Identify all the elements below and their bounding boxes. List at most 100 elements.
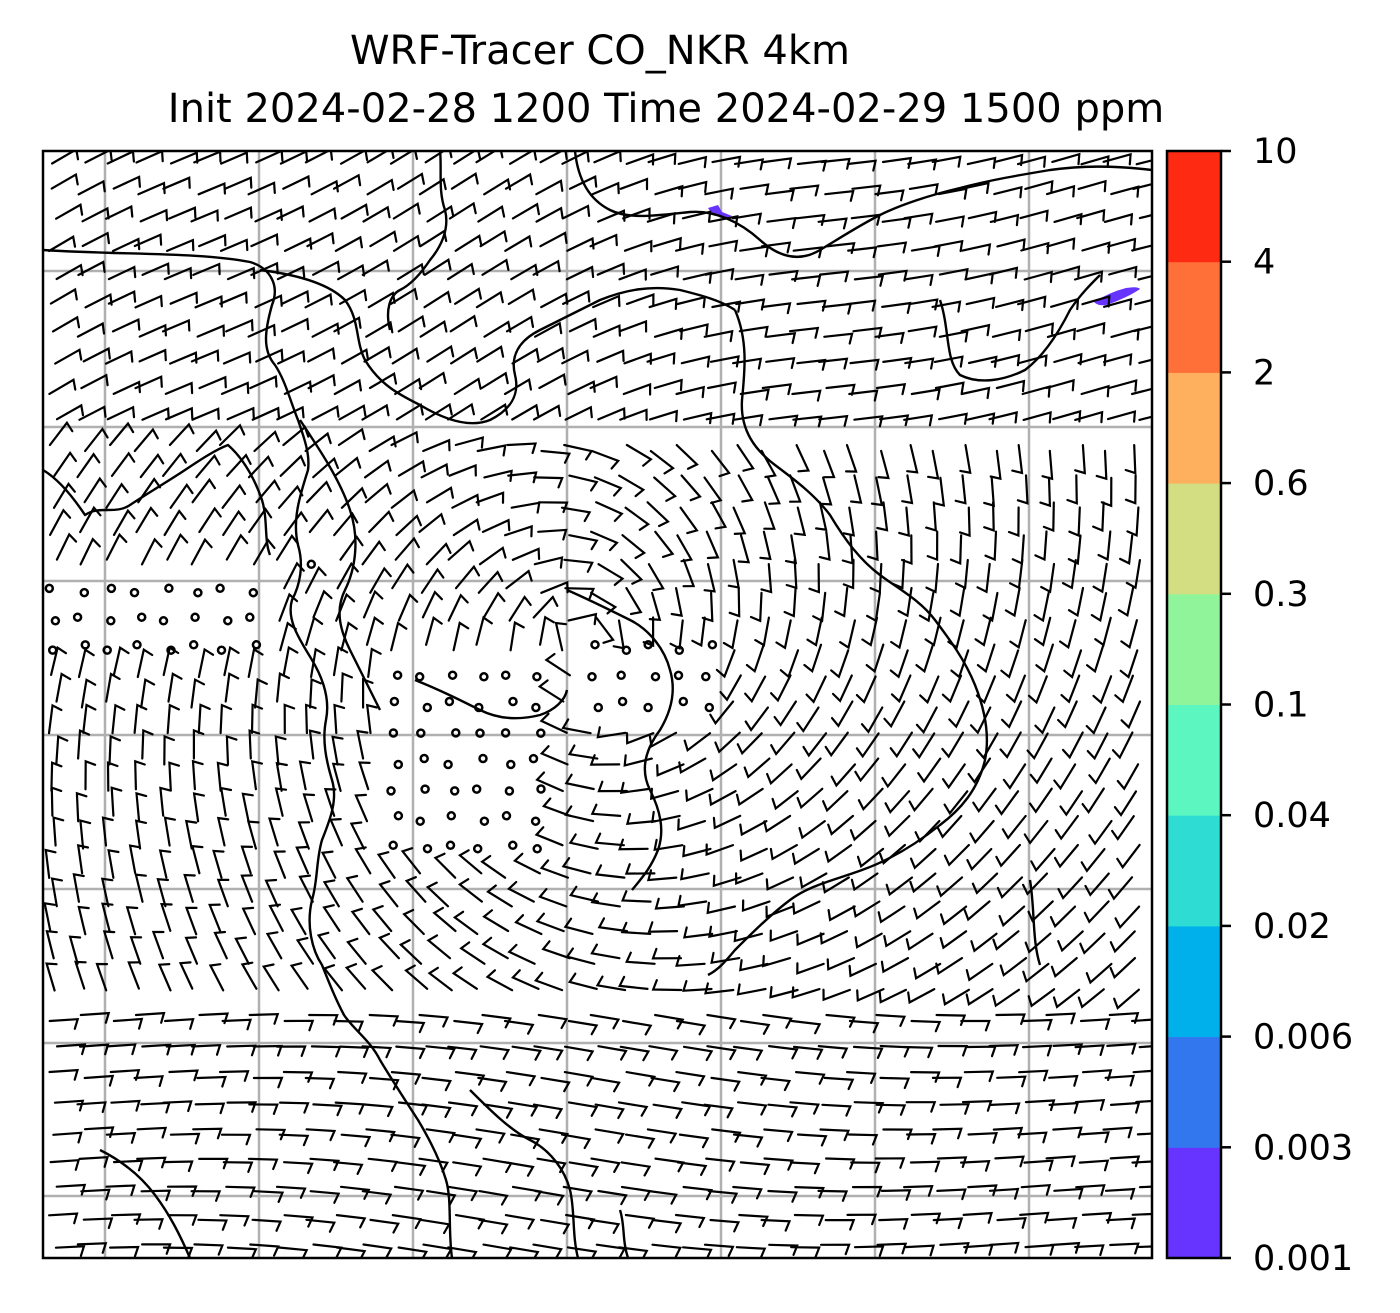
- wind-barb: [240, 874, 254, 903]
- border: [573, 151, 1152, 258]
- wind-barb: [759, 530, 772, 561]
- wind-barb: [100, 877, 114, 908]
- wind-barb: [163, 266, 193, 281]
- wind-barb: [140, 677, 156, 709]
- calm-wind-marker: [451, 728, 461, 738]
- wind-barb: [619, 177, 649, 191]
- wind-barb: [970, 932, 998, 953]
- wind-barb: [425, 615, 443, 646]
- wind-barb: [75, 791, 88, 823]
- wind-barb: [967, 210, 998, 223]
- wind-barb: [792, 900, 821, 916]
- wind-barb: [933, 239, 964, 253]
- wind-barb: [283, 510, 308, 537]
- wind-barb: [216, 878, 230, 908]
- wind-barb: [362, 205, 391, 223]
- wind-barb: [254, 294, 283, 309]
- wind-barb: [169, 482, 194, 509]
- wind-barb: [1136, 1245, 1152, 1249]
- wind-barb: [675, 385, 705, 399]
- wind-barb: [1027, 900, 1054, 923]
- wind-barb: [965, 962, 994, 982]
- wind-barb: [766, 763, 793, 786]
- wind-barb: [53, 1099, 85, 1112]
- wind-barb: [1061, 559, 1077, 590]
- wind-barb: [773, 700, 797, 727]
- wind-barb: [76, 1101, 107, 1114]
- calm-wind-marker: [474, 702, 484, 713]
- wind-barb: [941, 988, 970, 1006]
- wind-barb: [959, 444, 972, 475]
- wind-barb: [932, 1217, 964, 1230]
- wind-barb: [565, 947, 596, 965]
- wind-barb: [966, 847, 993, 871]
- wind-barb: [960, 323, 991, 337]
- wind-barb: [534, 1190, 565, 1206]
- calm-wind-marker: [678, 696, 689, 707]
- wind-barb: [649, 449, 675, 475]
- wind-barb: [191, 477, 216, 504]
- wind-barb: [136, 1156, 167, 1169]
- wind-barb: [278, 1133, 310, 1147]
- calm-wind-marker: [392, 670, 403, 680]
- wind-barb: [624, 863, 656, 875]
- wind-barb: [900, 534, 913, 565]
- wind-barb: [141, 1243, 172, 1255]
- wind-barb: [480, 403, 509, 421]
- wind-barb: [676, 1161, 708, 1176]
- wind-barb: [1092, 501, 1105, 533]
- wind-barb: [536, 346, 565, 363]
- wind-barb: [1005, 674, 1026, 704]
- wind-barbs: [43, 151, 1152, 1258]
- wind-barb: [110, 451, 136, 477]
- wind-barb: [311, 404, 340, 421]
- wind-barb: [745, 643, 765, 674]
- wind-barb: [361, 1190, 393, 1205]
- calm-wind-marker: [707, 639, 718, 650]
- wind-barb: [1138, 415, 1152, 421]
- wind-barb: [976, 562, 991, 594]
- wind-barb: [961, 1100, 993, 1112]
- wind-barb: [1074, 444, 1087, 475]
- wind-barb: [247, 647, 264, 678]
- wind-barb: [477, 205, 506, 223]
- wind-barb: [949, 534, 963, 566]
- wind-barb: [250, 261, 279, 276]
- wind-barb: [1109, 930, 1136, 954]
- wind-barb: [338, 404, 367, 421]
- wind-barb: [618, 838, 649, 851]
- wind-barb: [107, 290, 137, 305]
- wind-barb: [682, 411, 713, 425]
- wind-barb: [480, 854, 507, 879]
- wind-barb: [48, 378, 77, 395]
- wind-barb: [646, 211, 676, 225]
- wind-barb: [397, 593, 419, 622]
- wind-barb: [739, 959, 769, 972]
- wind-barb: [1114, 674, 1134, 704]
- wind-barb: [323, 788, 337, 817]
- wind-barb: [1000, 649, 1020, 679]
- wind-barb: [652, 236, 682, 250]
- wind-barb: [253, 430, 280, 453]
- wind-barb: [53, 450, 77, 477]
- wind-barb: [219, 238, 249, 252]
- wind-barb: [162, 1100, 193, 1113]
- calm-wind-marker: [446, 811, 457, 821]
- wind-barb: [335, 1214, 367, 1229]
- wind-barb: [139, 208, 169, 223]
- wind-barb: [825, 1157, 856, 1170]
- wind-barb: [1106, 237, 1137, 251]
- wind-barb: [842, 506, 856, 537]
- wind-barb: [191, 759, 204, 791]
- wind-barb: [1061, 731, 1084, 760]
- wind-barb: [1049, 1241, 1081, 1254]
- wind-barb: [1124, 474, 1137, 505]
- wind-barb: [208, 963, 225, 992]
- wind-barb: [1046, 1216, 1078, 1229]
- wind-barb: [133, 427, 159, 453]
- wind-barb: [917, 757, 942, 784]
- wind-barb: [960, 1019, 991, 1032]
- wind-barb: [619, 781, 651, 795]
- wind-barb: [106, 761, 119, 792]
- wind-barb: [796, 932, 825, 947]
